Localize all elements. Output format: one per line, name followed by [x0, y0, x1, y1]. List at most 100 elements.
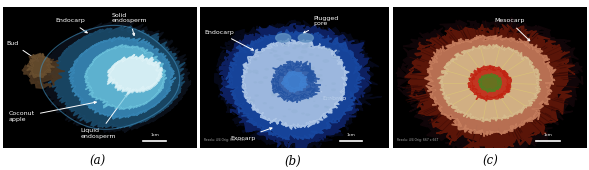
Polygon shape	[219, 24, 371, 149]
Text: Liquid
endosperm: Liquid endosperm	[81, 95, 127, 139]
Ellipse shape	[276, 59, 278, 60]
Ellipse shape	[312, 78, 315, 81]
Ellipse shape	[309, 53, 314, 56]
Ellipse shape	[271, 92, 277, 95]
Polygon shape	[22, 54, 65, 88]
Polygon shape	[438, 45, 542, 122]
Text: (b): (b)	[285, 155, 302, 168]
Ellipse shape	[324, 106, 328, 108]
Text: Resolu: 4/4 Orig: 667 x 667: Resolu: 4/4 Orig: 667 x 667	[204, 138, 246, 142]
Ellipse shape	[316, 55, 319, 57]
Ellipse shape	[269, 52, 273, 54]
Ellipse shape	[330, 99, 333, 100]
Ellipse shape	[263, 102, 267, 104]
Ellipse shape	[307, 99, 310, 100]
Ellipse shape	[299, 88, 301, 89]
Ellipse shape	[298, 56, 303, 59]
Polygon shape	[226, 30, 365, 140]
Ellipse shape	[291, 109, 297, 113]
Ellipse shape	[246, 70, 252, 73]
Ellipse shape	[331, 88, 336, 91]
Ellipse shape	[300, 74, 303, 76]
Text: (a): (a)	[89, 155, 105, 168]
Ellipse shape	[306, 69, 312, 73]
Text: Bud: Bud	[7, 41, 39, 61]
Text: Plugged
pore: Plugged pore	[303, 15, 339, 33]
Ellipse shape	[332, 56, 337, 59]
Text: 1cm: 1cm	[346, 133, 356, 137]
Text: Embryo: Embryo	[313, 88, 347, 101]
Ellipse shape	[305, 113, 310, 116]
Ellipse shape	[271, 94, 276, 96]
Ellipse shape	[304, 62, 310, 65]
Ellipse shape	[302, 45, 307, 49]
Ellipse shape	[279, 55, 281, 56]
Ellipse shape	[326, 106, 330, 108]
Ellipse shape	[258, 81, 263, 84]
Ellipse shape	[321, 97, 323, 98]
Ellipse shape	[326, 116, 328, 117]
Ellipse shape	[273, 50, 277, 52]
Ellipse shape	[283, 91, 287, 94]
Ellipse shape	[300, 76, 305, 79]
Polygon shape	[214, 20, 382, 151]
Ellipse shape	[309, 92, 316, 96]
Polygon shape	[107, 54, 163, 95]
Ellipse shape	[269, 106, 274, 109]
Ellipse shape	[263, 76, 268, 79]
Ellipse shape	[252, 70, 259, 73]
Ellipse shape	[276, 71, 282, 74]
Ellipse shape	[336, 50, 340, 52]
Ellipse shape	[318, 79, 323, 82]
Ellipse shape	[254, 94, 259, 97]
Ellipse shape	[299, 86, 305, 89]
Polygon shape	[478, 74, 501, 92]
Ellipse shape	[253, 81, 257, 83]
Ellipse shape	[273, 80, 276, 82]
Polygon shape	[468, 66, 511, 101]
Ellipse shape	[301, 113, 305, 115]
Ellipse shape	[313, 75, 317, 78]
Ellipse shape	[309, 81, 311, 82]
Ellipse shape	[325, 96, 330, 99]
Ellipse shape	[282, 43, 289, 47]
Ellipse shape	[283, 115, 286, 117]
Ellipse shape	[253, 58, 257, 61]
Ellipse shape	[249, 99, 255, 103]
Ellipse shape	[309, 72, 315, 76]
Ellipse shape	[286, 98, 290, 99]
Ellipse shape	[292, 47, 296, 49]
Ellipse shape	[325, 47, 332, 51]
Text: Solid
endosperm: Solid endosperm	[112, 13, 147, 36]
Ellipse shape	[324, 106, 326, 107]
Text: Exocarp: Exocarp	[230, 128, 272, 141]
Ellipse shape	[336, 52, 339, 54]
Text: 1cm: 1cm	[544, 133, 552, 137]
Polygon shape	[27, 53, 55, 78]
Ellipse shape	[307, 68, 313, 71]
Polygon shape	[396, 17, 583, 160]
Text: Resolu: 4/4 Orig: 667 x 667: Resolu: 4/4 Orig: 667 x 667	[398, 138, 439, 142]
Ellipse shape	[278, 58, 284, 61]
Ellipse shape	[300, 50, 307, 54]
Polygon shape	[40, 22, 191, 132]
Ellipse shape	[313, 104, 319, 108]
Ellipse shape	[273, 54, 279, 57]
Ellipse shape	[271, 49, 274, 51]
Polygon shape	[425, 35, 556, 137]
Polygon shape	[281, 72, 307, 92]
Ellipse shape	[305, 83, 309, 86]
Polygon shape	[68, 37, 176, 119]
Ellipse shape	[258, 52, 262, 54]
Ellipse shape	[256, 72, 259, 74]
Ellipse shape	[320, 69, 323, 71]
Ellipse shape	[288, 108, 291, 110]
Ellipse shape	[253, 58, 257, 60]
Polygon shape	[108, 54, 162, 94]
Ellipse shape	[313, 101, 315, 102]
Text: Endocarp: Endocarp	[55, 18, 87, 33]
Ellipse shape	[311, 67, 315, 69]
Polygon shape	[85, 45, 167, 109]
Polygon shape	[298, 34, 313, 42]
Ellipse shape	[305, 44, 312, 47]
